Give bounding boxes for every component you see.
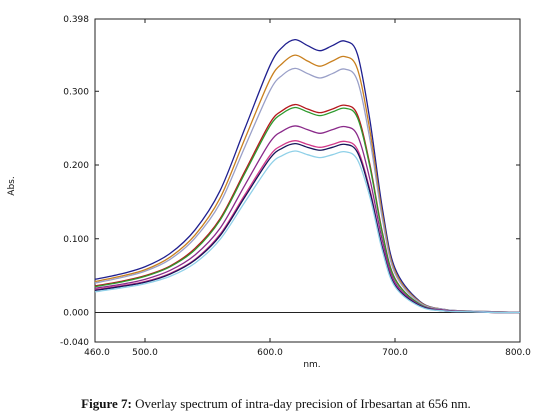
- x-tick-label: 800.0: [505, 348, 531, 358]
- figure-caption: Figure 7: Overlay spectrum of intra-day …: [0, 396, 552, 412]
- x-ticks: 460.0 500.0 600.0 700.0 800.0: [84, 19, 531, 358]
- series-line-3: [94, 67, 521, 314]
- x-tick-label: 600.0: [257, 348, 283, 358]
- y-tick-label: 0.398: [63, 15, 89, 25]
- y-tick-label: -0.040: [60, 338, 89, 348]
- y-axis-label: Abs.: [7, 176, 17, 195]
- y-ticks: 0.398 0.300 0.200 0.100 0.000 -0.040: [60, 15, 520, 348]
- caption-text: Overlay spectrum of intra-day precision …: [131, 396, 471, 411]
- spectrum-chart: 0.398 0.300 0.200 0.100 0.000 -0.040 460.0 500…: [7, 15, 531, 370]
- x-axis-label: nm.: [303, 360, 320, 370]
- y-tick-label: 0.200: [63, 161, 89, 171]
- x-tick-label: 500.0: [132, 348, 158, 358]
- series-line-8: [94, 142, 521, 314]
- series-line-7: [94, 140, 521, 314]
- series-line-5: [94, 106, 521, 314]
- y-tick-label: 0.100: [63, 235, 89, 245]
- series-layer: [94, 39, 521, 314]
- x-tick-label: 460.0: [84, 348, 110, 358]
- y-tick-label: 0.300: [63, 87, 89, 97]
- y-tick-label: 0.000: [63, 309, 89, 319]
- plot-frame: [94, 18, 521, 343]
- series-line-6: [94, 125, 521, 314]
- series-line-9: [94, 150, 521, 314]
- series-line-4: [94, 103, 521, 314]
- caption-label: Figure 7:: [81, 396, 132, 411]
- series-line-2: [94, 54, 521, 314]
- x-tick-label: 700.0: [382, 348, 408, 358]
